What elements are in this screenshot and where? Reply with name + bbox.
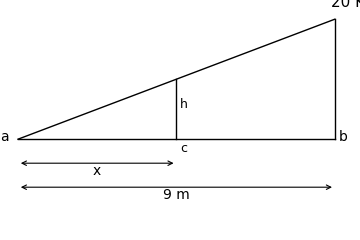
Text: b: b [338,130,347,144]
Text: a: a [0,130,9,144]
Text: 20 KN/M: 20 KN/M [331,0,360,10]
Text: h: h [180,98,188,111]
Text: x: x [93,164,101,178]
Text: c: c [180,142,187,155]
Text: 9 m: 9 m [163,188,190,202]
